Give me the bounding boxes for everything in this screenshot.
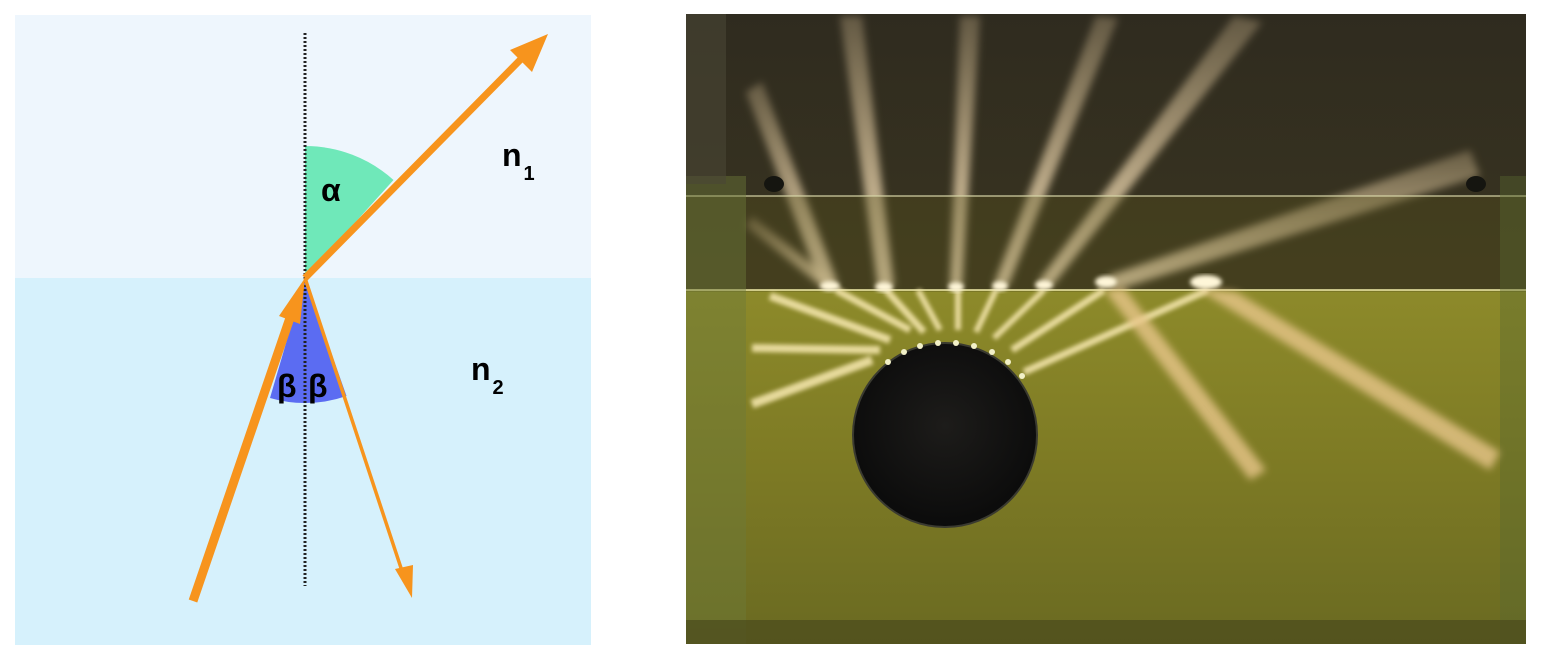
- beam-6: [1108, 150, 1480, 290]
- hotspot-6: [1095, 276, 1117, 288]
- hotspot-3: [948, 282, 964, 292]
- surface-hotspots: [820, 275, 1222, 292]
- beam-5: [1038, 16, 1262, 286]
- disc-slit: [935, 340, 941, 346]
- beta-label-left: β: [277, 368, 297, 404]
- uw-beam-10: [1010, 287, 1106, 353]
- tank-left-wall: [686, 176, 746, 644]
- reflected-beams: [1104, 288, 1500, 480]
- tank-right-wall: [1500, 176, 1526, 644]
- beta-label-right: β: [308, 368, 328, 404]
- disc-slit: [885, 359, 891, 365]
- alpha-angle-wedge: [305, 145, 394, 278]
- underwater-beams: [750, 286, 1210, 409]
- emerging-beams: [746, 16, 1480, 290]
- incident-ray: [188, 310, 297, 603]
- water-body: [686, 290, 1526, 644]
- disc-slit: [971, 343, 977, 349]
- beam-2: [840, 16, 894, 288]
- uw-beam-8: [973, 288, 999, 334]
- incident-ray-arrowhead: [279, 278, 305, 324]
- uw-beam-3: [768, 292, 892, 344]
- hotspot-5: [1035, 280, 1053, 290]
- hotspot-4: [992, 281, 1008, 291]
- tank-frame-left: [686, 14, 726, 184]
- n1-label: n1: [502, 137, 535, 185]
- beam-7: [746, 216, 830, 290]
- disc-slit: [1005, 359, 1011, 365]
- refracted-ray: [302, 51, 529, 281]
- reflected-ray-arrowhead: [395, 565, 413, 598]
- refracted-ray-arrowhead: [510, 34, 548, 72]
- uw-beam-2: [751, 344, 881, 354]
- reflected-beam-2: [1196, 288, 1500, 470]
- disc-slit: [953, 340, 959, 346]
- disc-slit: [917, 343, 923, 349]
- uw-beam-5: [883, 287, 927, 335]
- light-disc: [853, 343, 1037, 527]
- refraction-diagram: α β β n1 n2: [15, 15, 591, 645]
- disc-slit: [989, 349, 995, 355]
- disc-slit: [1019, 373, 1025, 379]
- refraction-photo: [686, 14, 1526, 644]
- beam-1: [746, 82, 838, 288]
- clamp-right: [1466, 176, 1486, 192]
- beam-4: [994, 16, 1118, 286]
- hotspot-7: [1190, 275, 1222, 289]
- tank-bottom: [686, 620, 1526, 644]
- disc-slits: [885, 340, 1025, 379]
- disc-slit: [901, 349, 907, 355]
- uw-beam-1: [750, 355, 874, 409]
- uw-beam-9: [991, 287, 1047, 341]
- beam-3: [950, 16, 980, 286]
- clamp-left: [764, 176, 784, 192]
- reflected-ray: [303, 277, 405, 575]
- uw-beam-4: [834, 286, 912, 334]
- upper-medium-region: [15, 15, 591, 278]
- hotspot-2: [875, 282, 893, 292]
- alpha-label: α: [321, 172, 341, 208]
- hotspot-1: [820, 281, 840, 291]
- light-disc-rim: [852, 342, 1038, 528]
- n2-label: n2: [471, 351, 504, 399]
- uw-beam-6: [915, 288, 943, 332]
- uw-beam-11: [1022, 286, 1210, 376]
- reflected-beam-1: [1104, 288, 1266, 480]
